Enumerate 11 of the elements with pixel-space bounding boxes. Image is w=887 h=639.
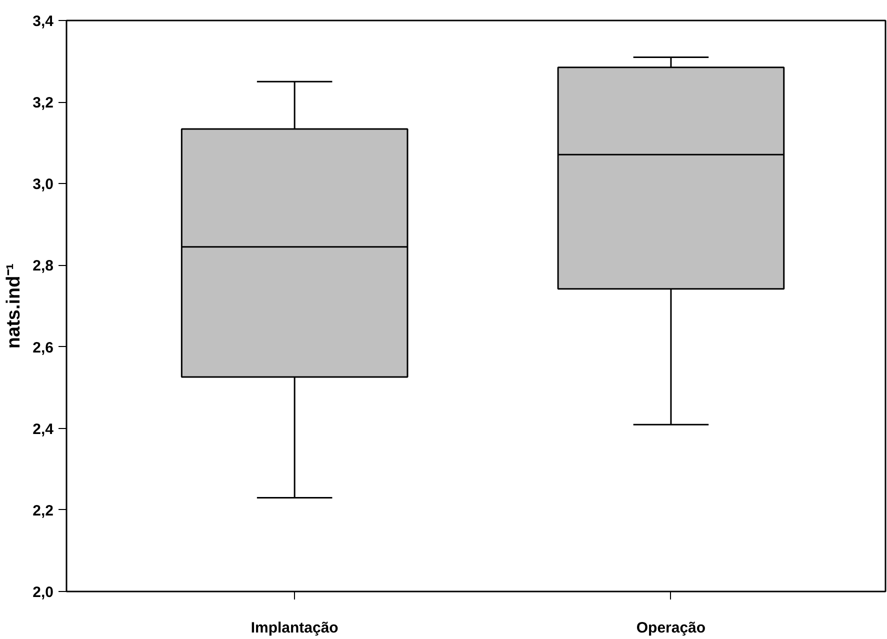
y-tick-label: 3,2 — [32, 94, 54, 112]
x-tick-label: Implantação — [250, 620, 338, 636]
y-tick-label: 3,0 — [32, 176, 54, 194]
y-tick-label: 2,0 — [32, 584, 54, 601]
y-tick-label: 2,6 — [32, 339, 54, 356]
y-tick-label: 2,2 — [32, 502, 54, 520]
y-axis-title: nats.ind⁻¹ — [4, 263, 25, 349]
y-tick-label: 2,4 — [32, 420, 54, 438]
x-tick-label: Operação — [636, 620, 706, 636]
y-tick-label: 3,4 — [32, 13, 54, 30]
y-tick-label: 2,8 — [32, 258, 54, 275]
